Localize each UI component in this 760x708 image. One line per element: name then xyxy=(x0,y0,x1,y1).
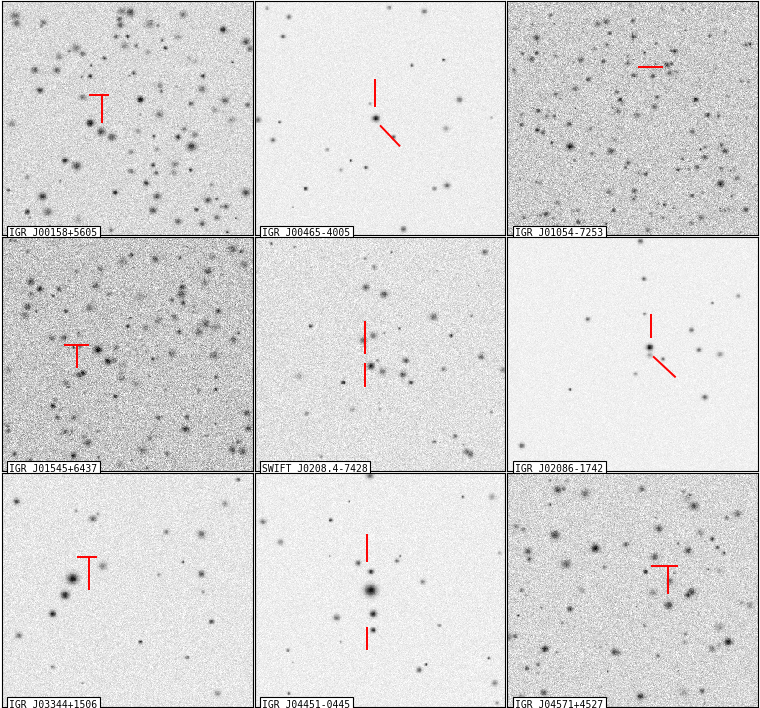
Text: IGR J02086-1742: IGR J02086-1742 xyxy=(515,464,603,474)
Text: IGR J00158+5605: IGR J00158+5605 xyxy=(9,228,97,238)
Text: IGR J00465-4005: IGR J00465-4005 xyxy=(262,228,350,238)
Text: SWIFT J0208.4-7428: SWIFT J0208.4-7428 xyxy=(262,464,368,474)
Text: IGR J04451-0445: IGR J04451-0445 xyxy=(262,700,350,708)
Text: IGR J01545+6437: IGR J01545+6437 xyxy=(9,464,97,474)
Text: IGR J04571+4527: IGR J04571+4527 xyxy=(515,700,603,708)
Text: IGR J03344+1506: IGR J03344+1506 xyxy=(9,700,97,708)
Text: IGR J01054-7253: IGR J01054-7253 xyxy=(515,228,603,238)
